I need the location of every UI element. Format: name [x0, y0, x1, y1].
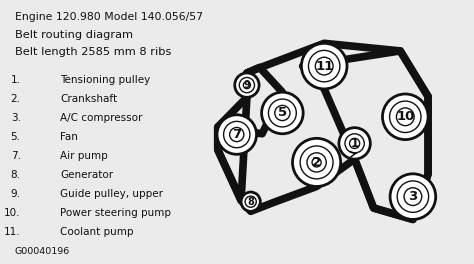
Circle shape — [315, 57, 333, 75]
Text: 10.: 10. — [4, 208, 21, 218]
Circle shape — [262, 92, 303, 134]
Text: Tensioning pulley: Tensioning pulley — [61, 75, 151, 85]
Circle shape — [268, 99, 296, 127]
Circle shape — [235, 73, 259, 97]
Circle shape — [397, 181, 428, 212]
Circle shape — [404, 188, 422, 205]
Circle shape — [390, 101, 421, 133]
Text: 3.: 3. — [11, 113, 21, 123]
Circle shape — [292, 138, 341, 186]
Circle shape — [275, 105, 290, 121]
Circle shape — [300, 146, 333, 179]
Circle shape — [239, 78, 255, 93]
Text: Air pump: Air pump — [61, 151, 108, 161]
Text: 10: 10 — [396, 110, 414, 123]
Text: 5.: 5. — [11, 132, 21, 142]
Circle shape — [217, 115, 256, 154]
Circle shape — [309, 50, 340, 82]
Text: Crankshaft: Crankshaft — [61, 94, 118, 104]
Text: 8.: 8. — [11, 170, 21, 180]
Text: 7: 7 — [232, 128, 241, 141]
Circle shape — [383, 94, 428, 140]
Circle shape — [230, 128, 244, 142]
Text: 11: 11 — [315, 60, 333, 73]
Circle shape — [224, 121, 250, 148]
Text: Generator: Generator — [61, 170, 114, 180]
Circle shape — [301, 43, 347, 89]
Circle shape — [307, 153, 326, 172]
Text: A/C compressor: A/C compressor — [61, 113, 143, 123]
Text: 2.: 2. — [11, 94, 21, 104]
Circle shape — [339, 128, 370, 159]
Circle shape — [241, 192, 260, 211]
Text: Guide pulley, upper: Guide pulley, upper — [61, 189, 164, 199]
Text: 2: 2 — [312, 156, 321, 169]
Circle shape — [245, 196, 256, 207]
Circle shape — [312, 158, 321, 167]
Text: 1: 1 — [351, 137, 359, 150]
Text: Belt routing diagram: Belt routing diagram — [15, 30, 133, 40]
Text: 3: 3 — [408, 190, 418, 203]
Circle shape — [390, 174, 436, 219]
Text: 5: 5 — [278, 106, 287, 120]
Text: 11.: 11. — [4, 227, 21, 237]
Text: Coolant pump: Coolant pump — [61, 227, 134, 237]
Text: Power steering pump: Power steering pump — [61, 208, 172, 218]
Text: Engine 120.980 Model 140.056/57: Engine 120.980 Model 140.056/57 — [15, 12, 203, 22]
Circle shape — [243, 82, 250, 89]
Text: G00040196: G00040196 — [15, 247, 70, 256]
Text: 9.: 9. — [11, 189, 21, 199]
Text: Belt length 2585 mm 8 ribs: Belt length 2585 mm 8 ribs — [15, 47, 171, 57]
Circle shape — [349, 138, 360, 148]
Circle shape — [345, 134, 364, 153]
Text: 8: 8 — [247, 197, 254, 207]
Text: 9: 9 — [244, 80, 250, 90]
Text: 1.: 1. — [11, 75, 21, 85]
Text: 7.: 7. — [11, 151, 21, 161]
Circle shape — [396, 108, 414, 126]
Text: Fan: Fan — [61, 132, 78, 142]
